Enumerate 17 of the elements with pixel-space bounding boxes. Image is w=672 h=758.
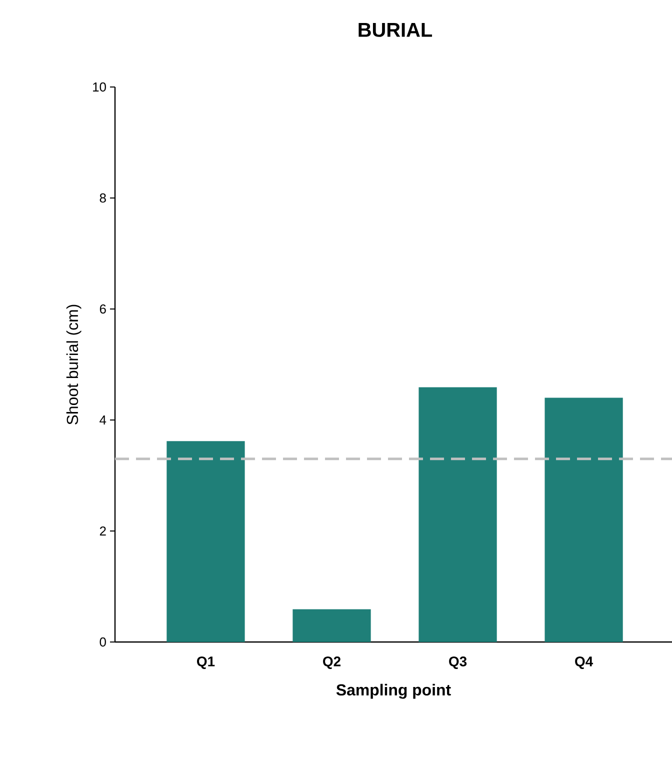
y-tick-label: 8 — [100, 193, 106, 203]
y-tick-label: 6 — [100, 304, 106, 314]
bar — [166, 441, 245, 642]
y-tick-label: 4 — [100, 416, 106, 424]
y-tick-label: 0 — [100, 637, 106, 647]
bar — [292, 609, 371, 642]
x-tick-label: Q3 — [449, 656, 467, 670]
y-tick-label: 2 — [100, 526, 106, 536]
y-tick-label: 10 — [93, 82, 106, 92]
x-tick-label: Q4 — [575, 656, 594, 670]
x-tick-label: Q2 — [323, 656, 341, 670]
chart-title: BURIAL — [358, 23, 432, 37]
bar — [544, 398, 623, 642]
bar — [418, 387, 497, 642]
x-tick-label: Q1 — [197, 656, 215, 670]
y-axis-title: Shoot burial (cm) — [66, 304, 82, 424]
x-axis-title: Sampling point — [336, 684, 451, 699]
